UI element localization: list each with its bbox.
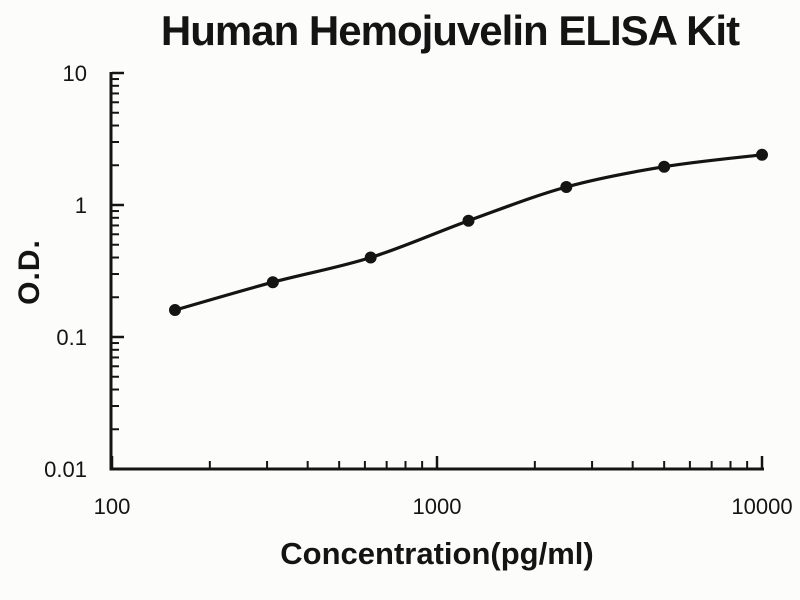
data-point xyxy=(658,160,671,173)
y-tick-label: 0.01 xyxy=(44,457,87,482)
data-point xyxy=(462,214,475,227)
data-point xyxy=(364,251,377,264)
y-tick-label: 10 xyxy=(63,61,87,86)
x-axis-label: Concentration(pg/ml) xyxy=(280,536,594,571)
data-point xyxy=(756,148,768,161)
y-tick-label: 0.1 xyxy=(56,325,87,350)
data-point xyxy=(266,276,279,289)
y-tick-label: 1 xyxy=(75,193,87,218)
x-tick-label: 1000 xyxy=(413,494,462,519)
data-point xyxy=(560,180,573,193)
x-tick-label: 10000 xyxy=(731,494,792,519)
standard-curve-line xyxy=(173,153,764,312)
x-tick-label: 100 xyxy=(94,494,131,519)
data-point xyxy=(168,304,181,317)
chart-title: Human Hemojuvelin ELISA Kit xyxy=(160,7,740,54)
